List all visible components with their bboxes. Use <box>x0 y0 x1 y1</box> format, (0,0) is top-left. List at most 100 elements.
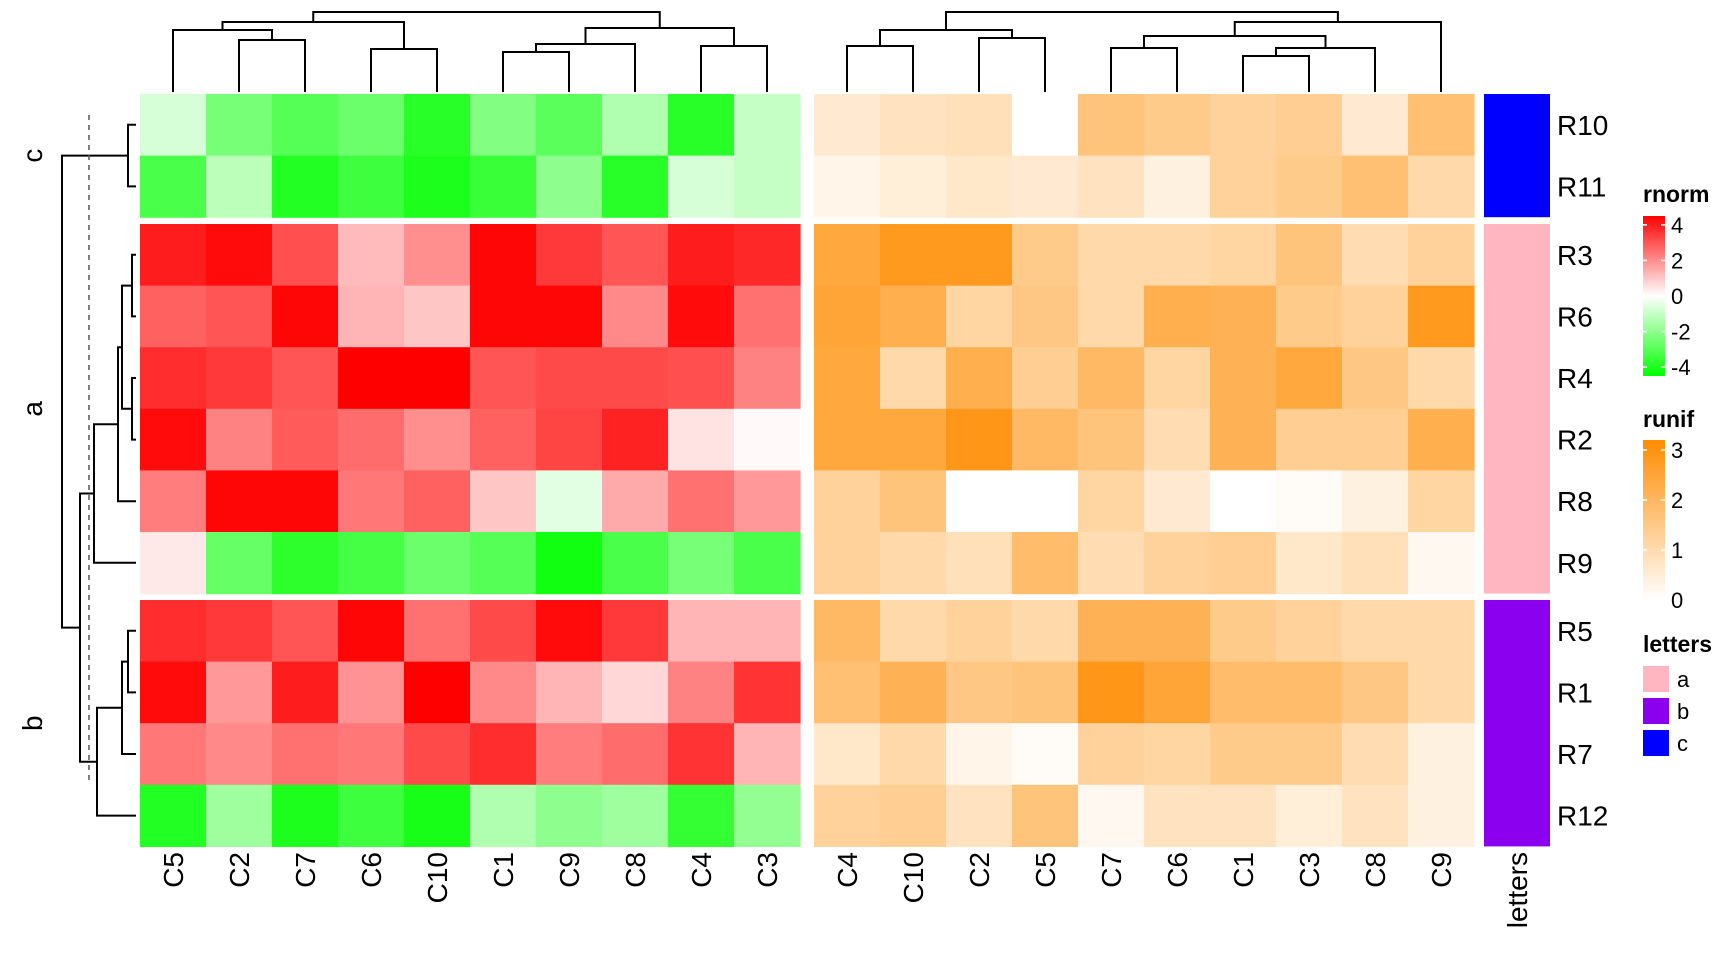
annotation-axis-label: letters <box>1502 852 1533 928</box>
legend-entry-b: b <box>1677 699 1689 724</box>
heatmap-cell-runif-R5-C2 <box>946 600 1013 663</box>
heatmap-cell-runif-R12-C10 <box>880 784 947 847</box>
group-label-a: a <box>17 401 48 417</box>
annotation-name-label: letters <box>1502 852 1533 928</box>
heatmap-cell-runif-R1-C10 <box>880 661 947 724</box>
heatmap-cell-runif-R3-C4 <box>814 224 881 287</box>
legend-tick-runif-0: 0 <box>1671 588 1683 613</box>
heatmap-cell-runif-R9-C5 <box>1012 532 1079 595</box>
heatmap-cell-rnorm-R4-C5 <box>140 347 207 410</box>
row-dendrogram-c <box>127 123 136 188</box>
legend-swatch-b <box>1643 698 1669 724</box>
heatmap-cell-rnorm-R10-C3 <box>734 94 801 157</box>
heatmap-cell-rnorm-R9-C8 <box>602 532 669 595</box>
heatmap-cell-runif-R10-C6 <box>1144 94 1211 157</box>
heatmap-cell-runif-R4-C10 <box>880 347 947 410</box>
heatmap-cell-rnorm-R1-C8 <box>602 661 669 724</box>
legend-tick-rnorm--4: -4 <box>1671 355 1691 380</box>
heatmap-cell-runif-R2-C2 <box>946 408 1013 471</box>
heatmap-cell-rnorm-R7-C5 <box>140 723 207 786</box>
annotation-block-a <box>1484 224 1550 594</box>
column-label-runif-C2: C2 <box>964 852 995 888</box>
heatmap-cell-runif-R4-C3 <box>1276 347 1343 410</box>
heatmap-cell-rnorm-R1-C2 <box>206 661 273 724</box>
heatmap-cell-rnorm-R10-C4 <box>668 94 735 157</box>
heatmap-cell-rnorm-R1-C3 <box>734 661 801 724</box>
heatmap-cell-rnorm-R8-C1 <box>470 470 537 533</box>
heatmap-cell-runif-R12-C2 <box>946 784 1013 847</box>
column-dendrogram-runif <box>846 11 1442 92</box>
heatmap-cell-runif-R5-C9 <box>1408 600 1475 663</box>
heatmap-cell-runif-R4-C9 <box>1408 347 1475 410</box>
heatmap-cell-runif-R7-C4 <box>814 723 881 786</box>
heatmap-cell-runif-R6-C3 <box>1276 285 1343 348</box>
heatmap-cell-runif-R11-C6 <box>1144 155 1211 218</box>
heatmap-cell-runif-R11-C1 <box>1210 155 1277 218</box>
heatmap-cell-runif-R10-C5 <box>1012 94 1079 157</box>
legend-swatch-a <box>1643 666 1669 692</box>
heatmap-cell-runif-R5-C4 <box>814 600 881 663</box>
heatmap-cell-rnorm-R10-C2 <box>206 94 273 157</box>
heatmap-cell-runif-R6-C9 <box>1408 285 1475 348</box>
legend-colorbar-rnorm <box>1643 216 1665 376</box>
heatmap-cell-runif-R1-C9 <box>1408 661 1475 724</box>
group-label-b: b <box>17 715 48 731</box>
heatmap-cell-runif-R1-C8 <box>1342 661 1409 724</box>
column-label-rnorm-C1: C1 <box>488 852 519 888</box>
heatmap-cell-runif-R9-C4 <box>814 532 881 595</box>
heatmap-cell-rnorm-R4-C4 <box>668 347 735 410</box>
heatmap-cell-rnorm-R7-C2 <box>206 723 273 786</box>
column-label-runif-C1: C1 <box>1228 852 1259 888</box>
heatmap-cell-runif-R2-C4 <box>814 408 881 471</box>
heatmap-cell-rnorm-R12-C8 <box>602 784 669 847</box>
heatmap-cell-runif-R12-C7 <box>1078 784 1145 847</box>
heatmap-cell-runif-R1-C3 <box>1276 661 1343 724</box>
column-dendrogram <box>172 11 1442 92</box>
legend-title-rnorm: rnorm <box>1643 181 1709 207</box>
column-label-runif-C8: C8 <box>1360 852 1391 888</box>
heatmap-cell-runif-R6-C8 <box>1342 285 1409 348</box>
heatmap-cell-runif-R11-C5 <box>1012 155 1079 218</box>
row-dendrogram-b <box>96 629 136 817</box>
column-label-runif-C9: C9 <box>1426 852 1457 888</box>
heatmap-cell-rnorm-R10-C6 <box>338 94 405 157</box>
heatmap-cell-runif-R1-C5 <box>1012 661 1079 724</box>
heatmap-cell-rnorm-R6-C5 <box>140 285 207 348</box>
heatmap-cell-runif-R7-C5 <box>1012 723 1079 786</box>
heatmap-cell-runif-R8-C10 <box>880 470 947 533</box>
annotation-block-b <box>1484 600 1550 847</box>
heatmap-cell-runif-R1-C6 <box>1144 661 1211 724</box>
heatmap-cell-runif-R5-C10 <box>880 600 947 663</box>
heatmap-cell-runif-R5-C6 <box>1144 600 1211 663</box>
heatmap-cell-runif-R7-C7 <box>1078 723 1145 786</box>
heatmap-cell-runif-R5-C7 <box>1078 600 1145 663</box>
heatmap-cell-runif-R8-C6 <box>1144 470 1211 533</box>
heatmap-cell-runif-R2-C1 <box>1210 408 1277 471</box>
column-label-rnorm-C3: C3 <box>752 852 783 888</box>
row-labels: R10 R11 R3 R6 R4 R2 R8 R9 R5 R1 R7 R12 <box>1557 110 1608 832</box>
heatmap-cell-runif-R9-C1 <box>1210 532 1277 595</box>
heatmap-cell-runif-R12-C1 <box>1210 784 1277 847</box>
column-label-runif-C7: C7 <box>1096 852 1127 888</box>
heatmap-cell-rnorm-R7-C4 <box>668 723 735 786</box>
heatmap-cell-rnorm-R4-C6 <box>338 347 405 410</box>
heatmap-cell-runif-R11-C7 <box>1078 155 1145 218</box>
heatmap-cell-runif-R4-C1 <box>1210 347 1277 410</box>
row-label-R11: R11 <box>1557 171 1606 202</box>
heatmap-cell-rnorm-R11-C6 <box>338 155 405 218</box>
heatmap-cell-rnorm-R6-C2 <box>206 285 273 348</box>
heatmap-cell-runif-R6-C10 <box>880 285 947 348</box>
heatmap-cell-rnorm-R12-C6 <box>338 784 405 847</box>
heatmap-cell-rnorm-R7-C7 <box>272 723 339 786</box>
heatmap-cell-rnorm-R4-C8 <box>602 347 669 410</box>
row-group-labels: c a b <box>17 149 48 731</box>
heatmap-cell-runif-R7-C10 <box>880 723 947 786</box>
heatmap-cell-runif-R9-C3 <box>1276 532 1343 595</box>
heatmap-cell-runif-R4-C6 <box>1144 347 1211 410</box>
column-label-runif-C4: C4 <box>832 852 863 888</box>
legend-tick-rnorm--2: -2 <box>1671 320 1691 345</box>
heatmap-cell-runif-R10-C7 <box>1078 94 1145 157</box>
heatmap-cell-runif-R12-C4 <box>814 784 881 847</box>
legend-swatch-c <box>1643 730 1669 756</box>
annotation-block-c <box>1484 94 1550 218</box>
